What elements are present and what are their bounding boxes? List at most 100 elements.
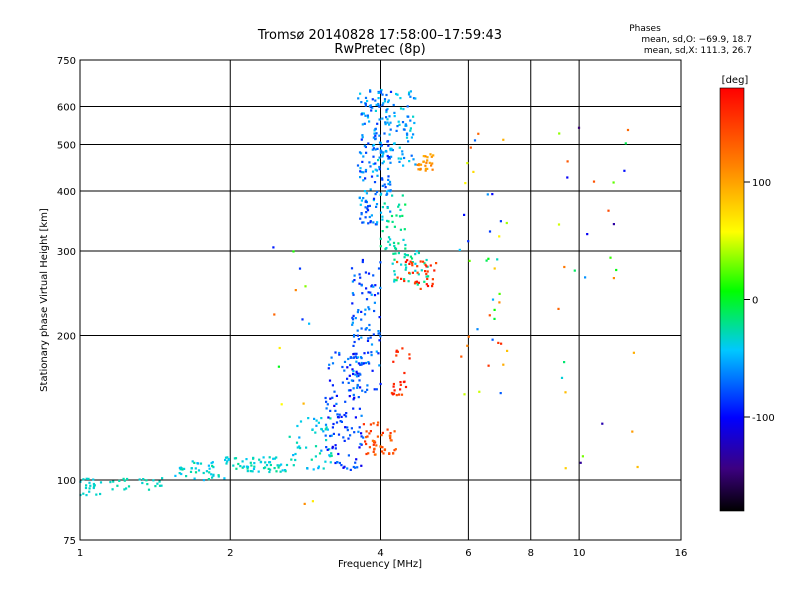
data-point bbox=[409, 119, 412, 122]
data-point bbox=[382, 452, 385, 455]
data-point bbox=[356, 334, 359, 337]
data-point bbox=[375, 350, 378, 353]
data-point bbox=[360, 363, 363, 366]
data-point bbox=[367, 351, 370, 354]
data-point bbox=[306, 467, 309, 470]
data-point bbox=[406, 105, 409, 108]
data-point bbox=[383, 100, 386, 103]
data-point bbox=[393, 273, 396, 276]
data-point bbox=[387, 182, 390, 186]
data-point bbox=[367, 142, 370, 145]
data-point bbox=[412, 133, 415, 136]
data-point bbox=[393, 225, 396, 228]
data-point bbox=[357, 362, 360, 365]
data-point bbox=[337, 452, 340, 456]
data-point bbox=[372, 285, 375, 288]
data-point bbox=[154, 485, 157, 488]
data-point bbox=[382, 160, 385, 163]
data-point bbox=[463, 393, 466, 396]
data-point bbox=[399, 381, 402, 384]
data-point bbox=[393, 430, 396, 433]
data-point bbox=[373, 181, 377, 184]
data-point bbox=[403, 279, 406, 283]
data-point bbox=[391, 393, 395, 396]
data-point bbox=[373, 129, 376, 132]
data-point bbox=[351, 368, 354, 371]
data-point bbox=[431, 282, 434, 285]
data-point bbox=[375, 205, 378, 208]
data-point bbox=[272, 246, 275, 249]
data-point bbox=[299, 420, 303, 423]
data-point bbox=[404, 268, 407, 271]
data-point bbox=[278, 464, 281, 467]
data-point bbox=[413, 121, 416, 125]
data-point bbox=[341, 365, 344, 369]
data-point bbox=[352, 407, 355, 410]
data-point bbox=[280, 463, 283, 466]
data-point bbox=[292, 454, 295, 457]
data-point bbox=[557, 307, 560, 310]
data-point bbox=[92, 478, 95, 481]
data-point bbox=[356, 383, 359, 387]
data-point bbox=[311, 500, 314, 503]
data-point bbox=[378, 165, 381, 169]
data-point bbox=[333, 390, 336, 393]
data-point bbox=[340, 464, 343, 467]
data-point bbox=[361, 136, 364, 139]
data-point bbox=[426, 156, 429, 159]
data-point bbox=[362, 362, 366, 365]
data-point bbox=[371, 106, 374, 109]
data-point bbox=[325, 407, 328, 410]
data-point bbox=[393, 389, 396, 392]
data-point bbox=[294, 452, 297, 456]
data-point bbox=[397, 252, 400, 255]
data-point bbox=[426, 270, 429, 273]
data-point bbox=[158, 480, 161, 483]
data-point bbox=[292, 464, 295, 467]
data-point bbox=[431, 168, 434, 171]
data-point bbox=[347, 454, 350, 457]
data-point bbox=[387, 156, 390, 159]
data-point bbox=[372, 274, 375, 277]
data-point bbox=[369, 291, 372, 294]
data-point bbox=[500, 342, 503, 345]
data-point bbox=[367, 222, 370, 225]
data-point bbox=[379, 90, 382, 93]
data-point bbox=[392, 103, 395, 107]
data-point bbox=[378, 364, 381, 367]
data-point bbox=[329, 461, 332, 464]
data-point bbox=[372, 443, 375, 446]
data-point bbox=[360, 138, 363, 141]
data-point bbox=[417, 251, 420, 255]
data-point bbox=[392, 385, 395, 388]
data-point bbox=[374, 109, 377, 112]
data-point bbox=[366, 339, 370, 342]
data-point bbox=[564, 467, 567, 470]
data-point bbox=[363, 313, 367, 316]
data-point bbox=[626, 128, 630, 132]
data-point bbox=[366, 114, 369, 117]
data-point bbox=[581, 455, 584, 458]
data-point bbox=[577, 126, 581, 129]
data-point bbox=[364, 177, 367, 180]
data-point bbox=[95, 493, 98, 496]
data-point bbox=[381, 162, 384, 165]
x-tick-label: 8 bbox=[528, 548, 534, 559]
data-point bbox=[156, 482, 159, 485]
data-point bbox=[331, 384, 334, 387]
data-point bbox=[356, 356, 360, 359]
data-point bbox=[350, 427, 353, 430]
data-point bbox=[387, 99, 390, 102]
data-point bbox=[380, 150, 383, 153]
data-point bbox=[410, 136, 413, 139]
data-point bbox=[493, 267, 496, 270]
data-point bbox=[407, 280, 410, 283]
data-point bbox=[353, 274, 356, 277]
data-point bbox=[257, 470, 260, 473]
data-point bbox=[382, 102, 385, 105]
data-point bbox=[385, 110, 388, 114]
data-point bbox=[400, 263, 403, 266]
data-point bbox=[388, 115, 391, 118]
data-point bbox=[252, 467, 256, 470]
data-point bbox=[189, 470, 193, 473]
